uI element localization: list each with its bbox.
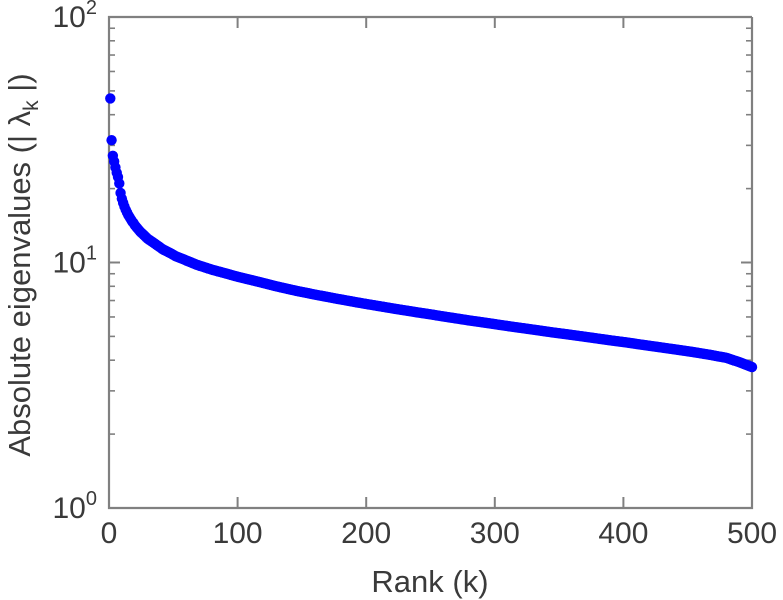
data-point bbox=[746, 361, 758, 373]
y-axis-ticks bbox=[109, 16, 752, 509]
x-tick-label: 300 bbox=[470, 517, 520, 550]
data-series-absolute-eigenvalues bbox=[105, 93, 758, 373]
y-tick-label-exponent: 1 bbox=[86, 243, 97, 265]
y-axis-label-tail: |) bbox=[2, 73, 37, 100]
y-tick-label-exponent: 0 bbox=[86, 488, 97, 510]
x-tick-label: 0 bbox=[101, 517, 118, 550]
x-axis-tick-labels: 0 100 200 300 400 500 bbox=[101, 517, 777, 550]
x-axis-ticks bbox=[108, 17, 753, 508]
y-tick-label: 102 bbox=[53, 0, 98, 34]
x-tick-label: 200 bbox=[341, 517, 391, 550]
x-tick-label: 100 bbox=[213, 517, 263, 550]
y-tick-label: 100 bbox=[53, 488, 98, 525]
x-tick-label: 500 bbox=[727, 517, 777, 550]
data-point bbox=[105, 93, 116, 104]
data-point bbox=[106, 134, 117, 146]
y-tick-label: 101 bbox=[53, 243, 98, 280]
y-tick-label-exponent: 2 bbox=[86, 0, 97, 19]
y-axis-label-main: Absolute eigenvalues (| λ bbox=[2, 110, 37, 456]
y-axis-label: Absolute eigenvalues (| λk |) bbox=[2, 73, 43, 456]
x-axis-label: Rank (k) bbox=[371, 564, 488, 599]
y-axis-label-group: Absolute eigenvalues (| λk |) bbox=[2, 73, 43, 456]
x-tick-label: 400 bbox=[598, 517, 648, 550]
data-point bbox=[114, 178, 125, 189]
y-axis-label-subscript: k bbox=[20, 100, 43, 111]
